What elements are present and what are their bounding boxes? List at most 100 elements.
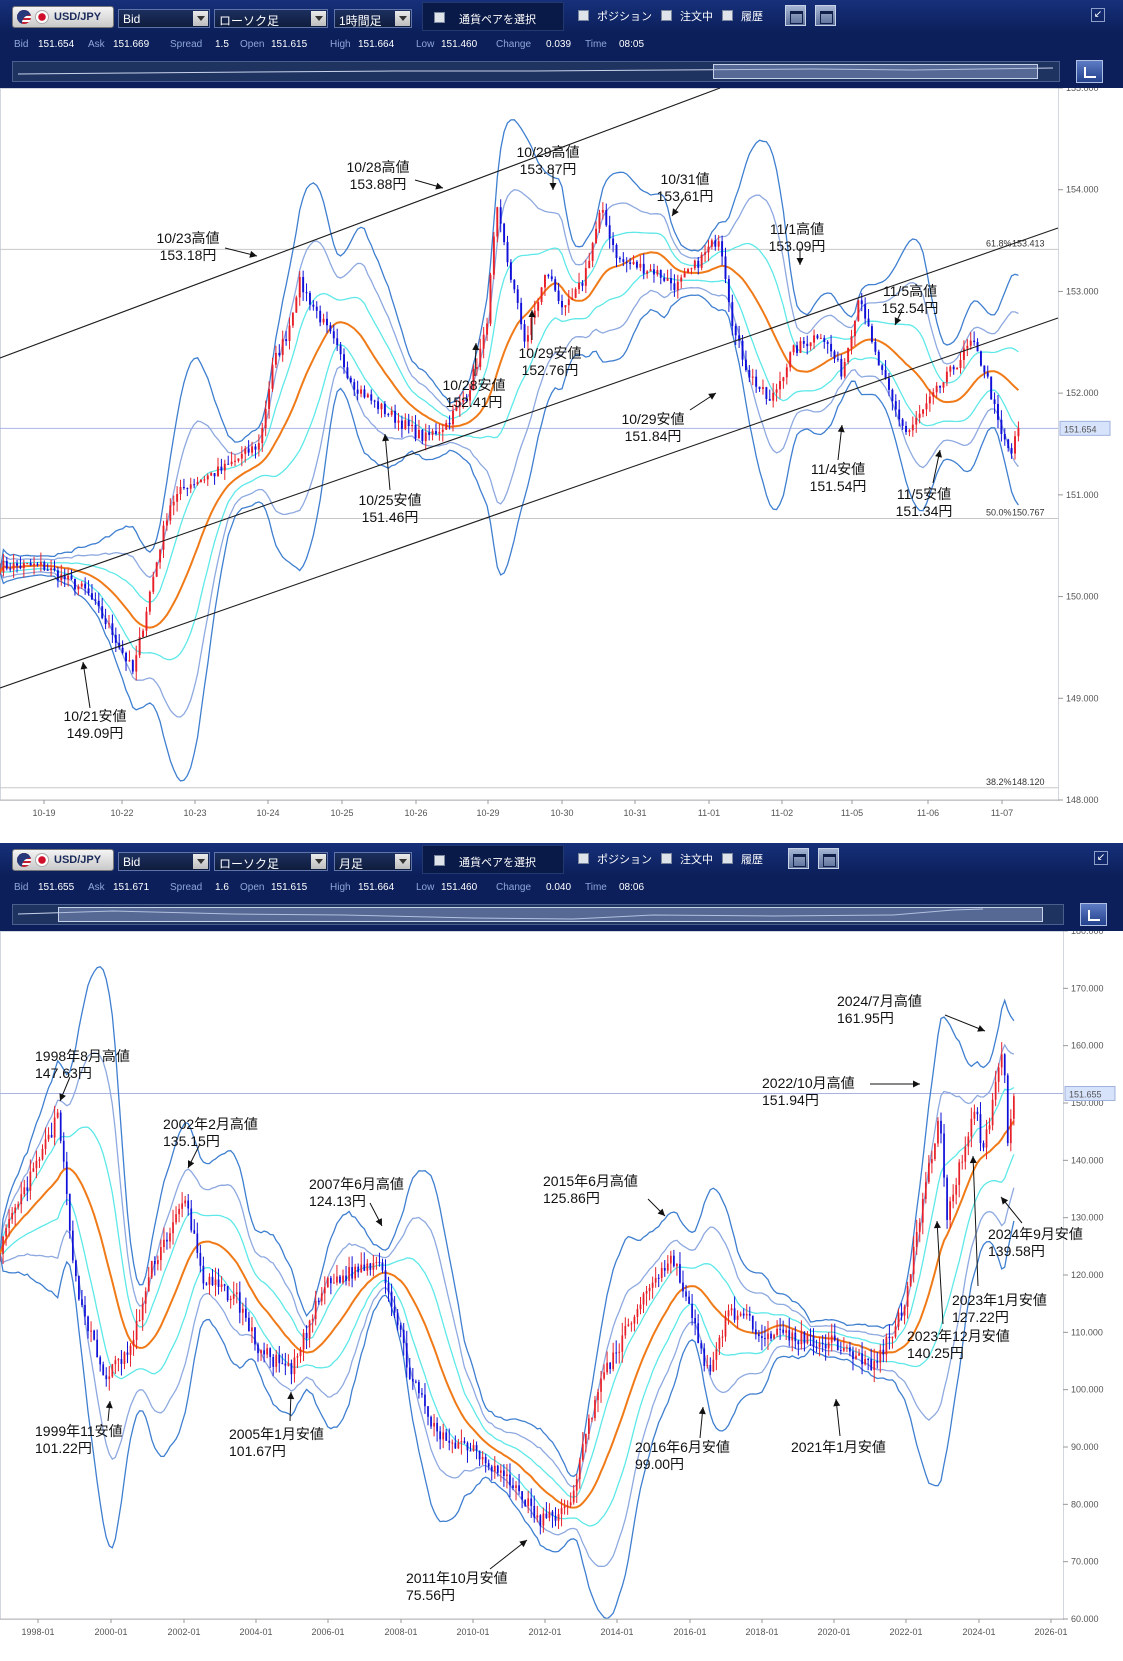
- candle-body: [455, 406, 458, 411]
- annotation-price-label: 147.63円: [35, 1065, 92, 1081]
- candle-body: [939, 385, 942, 388]
- annotation-price-label: 149.09円: [67, 725, 124, 741]
- candle-body: [202, 1265, 205, 1284]
- position-checkbox[interactable]: [578, 10, 589, 21]
- hourly-candlestick-chart[interactable]: 155.000 154.000 153.000 152.000 151.000 150.0…: [0, 88, 1123, 843]
- candle-body: [80, 583, 83, 587]
- timeframe-select[interactable]: 月足: [334, 852, 412, 871]
- navigator-window[interactable]: [58, 907, 1043, 922]
- candle-body: [8, 1219, 10, 1229]
- candle-body: [581, 1443, 584, 1460]
- candle-body: [888, 378, 890, 390]
- annotation-price-label: 151.46円: [362, 509, 419, 525]
- candle-body: [390, 410, 393, 415]
- currency-pair-label: USD/JPY: [54, 854, 102, 866]
- candle-body: [366, 394, 369, 398]
- price-type-select[interactable]: Bid: [118, 852, 210, 871]
- candle-body: [311, 1318, 314, 1321]
- undock-icon[interactable]: ↙: [1091, 8, 1105, 22]
- candle-body: [855, 1355, 857, 1359]
- candle-body: [660, 1268, 663, 1279]
- annotation-arrowhead: [287, 1392, 295, 1400]
- candle-body: [959, 359, 962, 368]
- candle-body: [584, 1433, 587, 1444]
- us-flag-icon: [17, 853, 31, 867]
- quote-bar: Bid 151.654 Ask 151.669 Spread 1.5 Open 151.…: [0, 33, 1123, 56]
- candle-body: [0, 1253, 1, 1255]
- orders-checkbox[interactable]: [661, 853, 672, 864]
- candle-body: [584, 268, 587, 286]
- candle-body: [513, 279, 516, 290]
- chart-kind-select[interactable]: ローソク足: [214, 852, 328, 871]
- select-pair-checkbox[interactable]: [434, 855, 445, 866]
- fit-chart-icon[interactable]: [1080, 903, 1107, 926]
- annotation-arrowhead: [672, 208, 679, 216]
- candle-body: [542, 1513, 545, 1526]
- chart-kind-select[interactable]: ローソク足: [214, 9, 328, 28]
- y-tick-label: 149.000: [1066, 693, 1099, 703]
- candle-body: [387, 414, 390, 416]
- select-pair-toggle[interactable]: 通貨ペアを選択: [422, 845, 564, 874]
- candle-body: [205, 1283, 208, 1285]
- candle-body: [452, 410, 454, 425]
- candle-body: [761, 1336, 763, 1338]
- candle-body: [172, 501, 175, 506]
- currency-pair-button[interactable]: USD/JPY: [12, 6, 114, 28]
- chevron-down-icon: [395, 854, 410, 869]
- candle-body: [745, 1313, 748, 1316]
- navigator-window[interactable]: [713, 64, 1038, 79]
- candle-body: [873, 1361, 876, 1370]
- candle-body: [418, 1382, 420, 1394]
- candle-body: [976, 1111, 979, 1115]
- y-tick-label: 170.000: [1071, 983, 1104, 993]
- candle-body: [169, 505, 172, 521]
- candle-body: [712, 1359, 715, 1372]
- position-label: ポジション: [597, 11, 652, 23]
- candle-body: [59, 1112, 62, 1141]
- candle-body: [132, 1340, 135, 1346]
- candle-body: [985, 1129, 988, 1148]
- x-axis: 1998-01 2000-01 2002-01 2004-01 2006-01 2008-…: [0, 1618, 1068, 1637]
- select-pair-checkbox[interactable]: [434, 12, 445, 23]
- candle-body: [165, 520, 168, 526]
- candle-body: [295, 297, 298, 313]
- chart-list-icon[interactable]: [818, 848, 839, 869]
- candle-body: [687, 269, 689, 273]
- candle-body: [84, 583, 87, 589]
- history-checkbox[interactable]: [722, 10, 733, 21]
- orders-checkbox[interactable]: [661, 10, 672, 21]
- candle-body: [847, 347, 850, 362]
- chart-settings-icon[interactable]: [788, 848, 809, 869]
- price-type-select[interactable]: Bid: [118, 9, 210, 28]
- candle-body: [38, 1159, 41, 1161]
- currency-pair-button[interactable]: USD/JPY: [12, 849, 114, 871]
- candle-body: [93, 1330, 95, 1340]
- low-value: 151.460: [441, 882, 478, 893]
- timeframe-select[interactable]: 1時間足: [334, 9, 412, 28]
- history-checkbox[interactable]: [722, 853, 733, 864]
- annotation-arrowhead: [833, 1399, 841, 1407]
- fit-chart-icon[interactable]: [1076, 60, 1103, 83]
- candle-body: [943, 1133, 945, 1178]
- candle-body: [547, 274, 550, 277]
- monthly-candlestick-chart[interactable]: 180.000 170.000 160.000 150.000 140.000 130.0…: [0, 931, 1123, 1661]
- position-label: ポジション: [597, 854, 652, 866]
- chart-settings-icon[interactable]: [785, 5, 806, 26]
- candle-body: [736, 1315, 739, 1320]
- candle-body: [26, 562, 29, 564]
- candle-body: [308, 1320, 311, 1339]
- position-checkbox[interactable]: [578, 853, 589, 864]
- navigator-scrollbar[interactable]: [12, 904, 1064, 925]
- navigator-scrollbar[interactable]: [12, 61, 1060, 82]
- candle-body: [50, 1134, 53, 1138]
- x-tick-label: 11-07: [991, 808, 1013, 818]
- candle-body: [624, 1325, 627, 1336]
- candle-body: [1007, 439, 1010, 449]
- candle-body: [407, 420, 410, 426]
- candle-body: [479, 348, 482, 368]
- candle-body: [402, 1329, 405, 1344]
- undock-icon[interactable]: ↙: [1094, 851, 1108, 865]
- chart-list-icon[interactable]: [815, 5, 836, 26]
- candle-body: [850, 336, 853, 348]
- select-pair-toggle[interactable]: 通貨ペアを選択: [422, 2, 564, 31]
